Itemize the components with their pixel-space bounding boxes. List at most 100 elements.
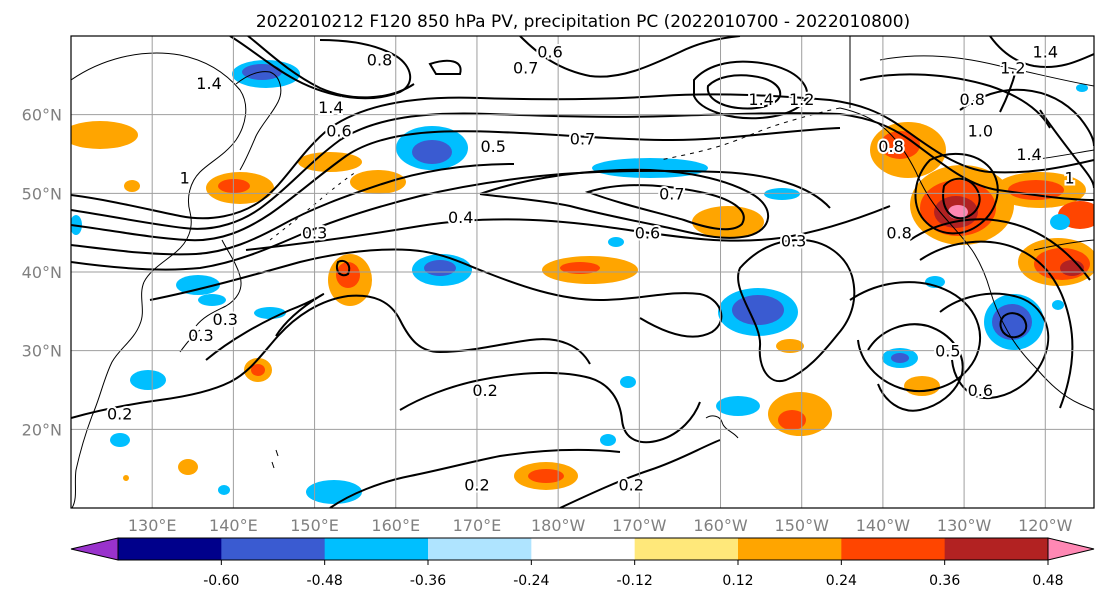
shade-negative <box>1076 84 1088 92</box>
contour-line <box>1039 109 1094 189</box>
lat-tick-label: 50°N <box>22 184 62 203</box>
contour-line <box>428 59 462 75</box>
colorbar: -0.60 -0.48 -0.36 -0.24 -0.12 0.12 0.24 0.36 0.4… <box>70 537 1095 589</box>
contour-label: 0.5 <box>480 137 505 156</box>
colorbar-bin <box>118 538 222 560</box>
us-border <box>1033 239 1094 251</box>
contour-label: 1 <box>1065 169 1075 188</box>
lon-tick-label: 170°W <box>612 516 667 535</box>
aleutian-arc <box>659 107 841 161</box>
contour-label: 0.5 <box>935 342 960 361</box>
contour-line <box>71 93 1094 220</box>
north-america-coast <box>879 55 1094 87</box>
contour-line <box>205 293 325 361</box>
coastlines <box>71 36 1094 508</box>
shade-negative <box>1052 300 1064 310</box>
asia-coast <box>71 281 145 508</box>
colorbar-outline <box>117 537 1049 561</box>
shade-positive <box>1008 180 1064 200</box>
shade-positive <box>251 364 265 376</box>
contour-line <box>245 205 891 251</box>
contour-line <box>71 127 841 242</box>
graticule <box>71 36 1094 508</box>
precipitation-shading <box>71 60 1094 504</box>
contour-line <box>329 448 621 508</box>
contour-label: 1.2 <box>789 90 814 109</box>
contour-line <box>999 69 1017 113</box>
colorbar-bin <box>324 538 429 560</box>
lat-tick-label: 60°N <box>22 106 62 125</box>
contour-label: 0.7 <box>513 58 538 77</box>
shade-negative <box>176 275 220 295</box>
shade-negative <box>891 353 909 363</box>
lon-tick-label: 160°W <box>693 516 748 535</box>
shade-negative <box>620 376 636 388</box>
contour-line <box>909 218 1091 281</box>
contour-line <box>71 112 1094 230</box>
contour-label: 0.7 <box>659 184 684 203</box>
map-panel: 1.40.8 0.60.71.40.60.5 0.71.4 1.2 0.81.21.41… <box>22 35 1095 535</box>
contour-line <box>942 177 981 220</box>
kuril-arc <box>269 171 357 241</box>
contour-line <box>737 238 856 383</box>
shade-positive <box>692 206 764 238</box>
colorbar-bin <box>428 538 532 560</box>
contour-label: 1.4 <box>1016 145 1041 164</box>
lon-tick-label: 140°E <box>209 516 258 535</box>
figure-title: 2022010212 F120 850 hPa PV, precipitatio… <box>256 12 910 32</box>
shade-negative <box>110 433 130 447</box>
islands <box>271 449 279 469</box>
contour-line <box>336 260 351 277</box>
contour-label: 1.4 <box>318 98 343 117</box>
contour-label: 0.8 <box>886 224 911 243</box>
contour-label: 1.0 <box>968 121 993 140</box>
hawaii-islands <box>705 415 739 439</box>
contour-label: 0.8 <box>367 51 392 70</box>
contour-label: 0.7 <box>570 129 595 148</box>
lon-tick-label: 170°E <box>453 516 502 535</box>
shade-negative <box>716 396 760 416</box>
lon-tick-label: 130°W <box>937 516 992 535</box>
colorbar-tick-label: 0.24 <box>826 573 857 589</box>
contour-line <box>989 36 1094 68</box>
colorbar-tick-label: 0.36 <box>929 573 960 589</box>
contour-label: 0.6 <box>968 381 993 400</box>
shade-negative <box>130 370 166 390</box>
colorbar-bin <box>841 538 946 560</box>
contour-line <box>71 163 515 256</box>
shade-negative <box>732 295 784 325</box>
contour-line <box>71 294 591 419</box>
contour-line <box>939 292 1050 400</box>
shade-positive <box>350 170 406 194</box>
lat-tick-label: 20°N <box>22 420 62 439</box>
contour-line <box>479 168 770 239</box>
colorbar-extend-min <box>70 537 119 561</box>
contour-label: 0.6 <box>635 224 660 243</box>
lat-tick-label: 30°N <box>22 342 62 361</box>
contour-line <box>867 323 964 412</box>
contour-label: 0.2 <box>618 475 643 494</box>
shade-positive <box>123 475 129 481</box>
contour-line <box>559 439 721 508</box>
contour-label: 0.6 <box>326 121 351 140</box>
contour-line <box>693 60 808 120</box>
colorbar-tick-label: -0.60 <box>203 573 239 589</box>
contour-line <box>999 312 1028 339</box>
canada-border <box>1029 149 1094 161</box>
shade-negative <box>412 140 452 164</box>
colorbar-bin <box>738 538 842 560</box>
lon-tick-label: 160°E <box>371 516 420 535</box>
contour-label: 0.3 <box>213 310 238 329</box>
contour-line <box>706 74 782 110</box>
colorbar-tick-label: -0.12 <box>617 573 653 589</box>
contour-line <box>959 88 1094 147</box>
shade-negative <box>600 434 616 446</box>
lon-tick-label: 140°W <box>856 516 911 535</box>
contour-label: 1 <box>180 169 190 188</box>
lon-tick-label: 130°E <box>128 516 177 535</box>
colorbar-tick-label: -0.36 <box>410 573 446 589</box>
longitude-ticks: 130°E 140°E 150°E 160°E 170°E 180°W 170°W 160°W… <box>128 516 1073 535</box>
colorbar-bin <box>221 538 326 560</box>
contour-label: 0.8 <box>878 137 903 156</box>
